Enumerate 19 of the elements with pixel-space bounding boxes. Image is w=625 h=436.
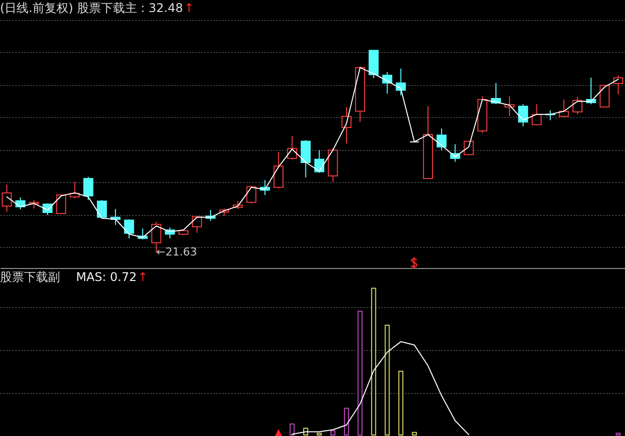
candlestick — [124, 218, 134, 239]
candlestick — [300, 140, 311, 178]
candlestick — [600, 84, 610, 108]
candlestick — [572, 96, 582, 115]
candlestick — [274, 151, 284, 189]
candlestick — [532, 104, 542, 126]
text: ↑ — [184, 1, 194, 15]
text: MAS: 0.72 — [76, 270, 137, 284]
annotation: ←21.63 — [156, 246, 197, 259]
candlestick — [96, 200, 107, 219]
candlestick — [436, 128, 447, 151]
chart-title: (日线.前复权) 股票下载主 : 32.48 — [0, 1, 184, 15]
candlestick — [518, 104, 528, 127]
candlestick — [192, 216, 202, 234]
candlestick — [558, 99, 569, 118]
candlestick — [83, 176, 94, 201]
chart-title: 股票下载副 — [0, 270, 60, 284]
candlestick — [246, 186, 256, 204]
text: ↑ — [138, 270, 148, 284]
